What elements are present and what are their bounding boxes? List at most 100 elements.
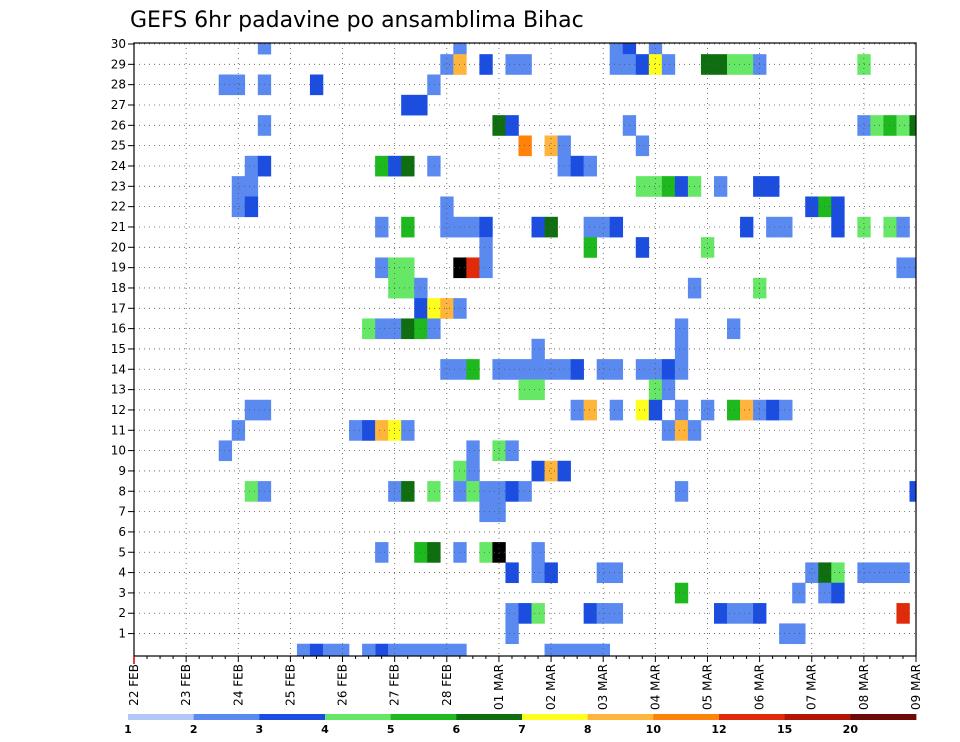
heatmap-cell bbox=[896, 115, 910, 136]
heatmap-cell bbox=[674, 359, 689, 380]
y-tick-label: 28 bbox=[111, 78, 126, 92]
heatmap-cell bbox=[557, 643, 571, 657]
heatmap-cell bbox=[518, 54, 532, 75]
heatmap-cell bbox=[727, 54, 741, 75]
heatmap-cell bbox=[427, 542, 441, 563]
x-tick-label: 28 FEB bbox=[440, 664, 454, 706]
colorbar-swatch bbox=[522, 714, 589, 720]
y-tick-label: 17 bbox=[111, 301, 126, 315]
heatmap-cell bbox=[440, 359, 454, 380]
y-tick-label: 2 bbox=[118, 606, 126, 620]
heatmap-cell bbox=[609, 399, 624, 421]
heatmap-cell bbox=[479, 481, 493, 502]
heatmap-cell bbox=[544, 135, 558, 157]
heatmap-cell bbox=[909, 115, 917, 136]
heatmap-cell bbox=[544, 216, 558, 238]
heatmap-cell bbox=[766, 176, 780, 197]
heatmap-cell bbox=[896, 257, 910, 279]
colorbar-swatch bbox=[719, 714, 786, 720]
heatmap-cell bbox=[727, 399, 741, 421]
heatmap-cell bbox=[453, 643, 467, 657]
heatmap-cell bbox=[414, 643, 428, 657]
heatmap-cell bbox=[427, 155, 441, 177]
heatmap-cell bbox=[531, 542, 545, 563]
y-tick-label: 22 bbox=[111, 200, 126, 214]
colorbar-label: 1 bbox=[124, 723, 132, 736]
heatmap-cell bbox=[375, 318, 389, 340]
heatmap-cell bbox=[505, 603, 519, 624]
heatmap-cell bbox=[479, 216, 493, 238]
heatmap-cell bbox=[583, 237, 597, 258]
y-tick-label: 26 bbox=[111, 118, 126, 132]
heatmap-cell bbox=[244, 176, 259, 197]
heatmap-cell bbox=[531, 460, 545, 482]
heatmap-cell bbox=[401, 155, 415, 177]
heatmap-cell bbox=[231, 74, 246, 96]
heatmap-cell bbox=[544, 359, 558, 380]
heatmap-cell bbox=[375, 257, 389, 279]
colorbar-swatch bbox=[784, 714, 851, 720]
heatmap-cell bbox=[779, 399, 793, 421]
heatmap-cell bbox=[831, 196, 845, 218]
heatmap-cell bbox=[466, 481, 480, 502]
heatmap-cell bbox=[779, 216, 793, 238]
heatmap-cell bbox=[727, 603, 741, 624]
heatmap-cell bbox=[635, 135, 650, 157]
heatmap-cell bbox=[336, 643, 350, 657]
heatmap-cell bbox=[309, 74, 324, 96]
heatmap-cell bbox=[231, 420, 246, 441]
heatmap-cell bbox=[375, 420, 389, 441]
heatmap-cell bbox=[401, 94, 415, 116]
heatmap-cell bbox=[362, 318, 376, 340]
heatmap-cell bbox=[375, 643, 389, 657]
heatmap-cell bbox=[414, 318, 428, 340]
y-tick-label: 14 bbox=[111, 362, 126, 376]
heatmap-cell bbox=[479, 54, 493, 75]
heatmap-cell bbox=[362, 643, 376, 657]
heatmap-cell bbox=[609, 359, 624, 380]
heatmap-cell bbox=[440, 216, 454, 238]
heatmap-cell bbox=[583, 216, 597, 238]
x-tick-label: 23 FEB bbox=[179, 664, 193, 706]
heatmap-cell bbox=[909, 257, 917, 279]
heatmap-cell bbox=[674, 399, 689, 421]
heatmap-cell bbox=[570, 643, 584, 657]
heatmap-cell bbox=[375, 216, 389, 238]
heatmap-cell bbox=[674, 481, 689, 502]
colorbar-label: 6 bbox=[453, 723, 461, 736]
colorbar-swatch bbox=[193, 714, 260, 720]
heatmap-cell bbox=[883, 115, 897, 136]
heatmap-cell bbox=[322, 643, 337, 657]
colorbar-label: 20 bbox=[843, 723, 859, 736]
heatmap-cell bbox=[505, 359, 519, 380]
colorbar-swatch bbox=[128, 714, 195, 720]
heatmap-cell bbox=[518, 603, 532, 624]
heatmap-cell bbox=[466, 440, 480, 462]
x-tick-label: 24 FEB bbox=[231, 664, 245, 706]
heatmap-cell bbox=[583, 155, 597, 177]
heatmap-cell bbox=[505, 562, 519, 584]
x-tick-label: 05 MAR bbox=[700, 664, 714, 710]
heatmap-cell bbox=[401, 420, 415, 441]
heatmap-cell bbox=[375, 542, 389, 563]
colorbar-label: 4 bbox=[321, 723, 329, 736]
heatmap-cell bbox=[427, 298, 441, 319]
heatmap-cell bbox=[257, 43, 272, 55]
y-tick-label: 23 bbox=[111, 179, 126, 193]
colorbar-label: 7 bbox=[518, 723, 526, 736]
x-tick-label: 26 FEB bbox=[336, 664, 350, 706]
x-tick-label: 25 FEB bbox=[283, 664, 297, 706]
heatmap-cell bbox=[674, 318, 689, 340]
heatmap-cell bbox=[909, 481, 917, 502]
heatmap-cell bbox=[427, 318, 441, 340]
heatmap-cell bbox=[218, 440, 233, 462]
heatmap-cell bbox=[531, 379, 545, 401]
y-tick-label: 20 bbox=[111, 240, 126, 254]
heatmap-cell bbox=[466, 257, 480, 279]
colorbar-swatch bbox=[259, 714, 326, 720]
heatmap-cell bbox=[479, 257, 493, 279]
heatmap-cell bbox=[244, 481, 259, 502]
heatmap-cell bbox=[766, 216, 780, 238]
heatmap-cell bbox=[883, 562, 897, 584]
